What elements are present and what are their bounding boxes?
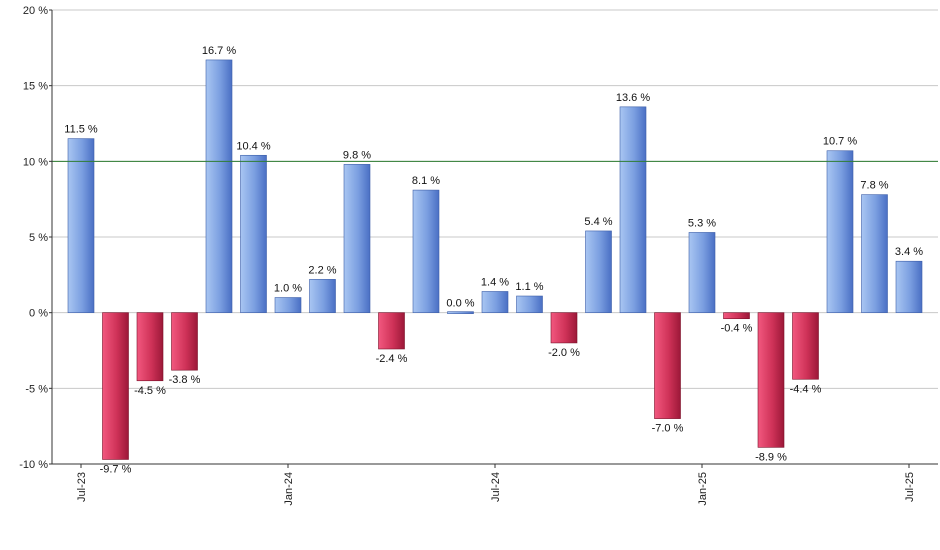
data-label: 11.5 % [64, 124, 98, 136]
data-label: 1.0 % [274, 283, 302, 295]
x-tick-label: Jul-25 [904, 472, 916, 502]
x-tick-label: Jul-23 [76, 472, 88, 502]
data-label: 0.0 % [446, 298, 474, 310]
data-label: -3.8 % [169, 374, 201, 386]
data-label: -4.5 % [134, 385, 166, 397]
x-tick-label: Jan-24 [283, 472, 295, 506]
bar-May-25 [826, 150, 854, 313]
bar-Nov-23 [205, 59, 233, 313]
bar-Feb-25 [723, 312, 750, 320]
bar-Sep-24 [550, 312, 578, 344]
data-label: 10.7 % [823, 136, 857, 148]
data-label: 1.4 % [481, 276, 509, 288]
data-label: 16.7 % [202, 45, 236, 57]
y-tick-label: 5 % [29, 232, 48, 244]
data-label: -7.0 % [652, 423, 684, 435]
bar-Aug-23 [102, 312, 129, 460]
x-tick-label: Jan-25 [697, 472, 709, 506]
data-label: 9.8 % [343, 149, 371, 161]
bar-Sep-23 [136, 312, 164, 382]
data-label: -4.4 % [790, 383, 822, 395]
bar-Apr-24 [378, 312, 405, 350]
bar-Dec-24 [654, 312, 681, 419]
y-tick-label: 10 % [23, 156, 48, 168]
bar-Mar-24 [343, 164, 371, 313]
bar-Jan-25 [688, 232, 716, 313]
data-label: -9.7 % [100, 463, 132, 475]
bar-Jan-24 [274, 297, 302, 313]
bar-Mar-25 [757, 312, 785, 448]
y-tick-label: 0 % [29, 308, 48, 320]
data-labels: 11.5 % -9.7 % -4.5 %-3.8 % 16.7 % 10.4 % 1.0 … [64, 45, 923, 476]
data-label: 5.4 % [584, 216, 612, 228]
data-label: -2.4 % [376, 353, 408, 365]
bar-Jul-23 [67, 138, 95, 313]
bar-Oct-23 [171, 312, 198, 371]
y-tick-label: -10 % [19, 459, 48, 471]
bar-Feb-24 [309, 279, 336, 313]
axes: 20 % 15 % 10 % 5 % 0 % -5 % -10 % Jul-23 Jan-24 J… [19, 5, 938, 506]
bars [67, 59, 923, 460]
bar-May-24 [412, 189, 440, 313]
bar-Aug-24 [516, 295, 543, 313]
data-label: -8.9 % [755, 451, 787, 463]
y-tick-label: 20 % [23, 5, 48, 17]
data-label: 5.3 % [688, 217, 716, 229]
y-tick-label: -5 % [25, 383, 48, 395]
data-label: 10.4 % [236, 140, 270, 152]
data-label: 13.6 % [616, 92, 650, 104]
data-label: 2.2 % [308, 264, 336, 276]
bar-Nov-24 [619, 106, 647, 313]
data-label: 8.1 % [412, 175, 440, 187]
data-label: 7.8 % [860, 180, 888, 192]
bar-Dec-23 [240, 154, 267, 313]
x-tick-label: Jul-24 [490, 472, 502, 502]
bar-Apr-25 [792, 312, 819, 380]
y-tick-label: 15 % [23, 81, 48, 93]
bar-Jul-24 [481, 291, 509, 313]
gridlines [52, 9, 938, 465]
bar-Jun-24 [447, 311, 474, 314]
bar-Jul-25 [895, 260, 923, 313]
data-label: -2.0 % [548, 347, 580, 359]
bar-Jun-25 [861, 194, 888, 313]
bar-Oct-24 [585, 230, 612, 313]
data-label: 3.4 % [895, 246, 923, 258]
data-label: 1.1 % [515, 281, 543, 293]
data-label: -0.4 % [721, 323, 753, 335]
